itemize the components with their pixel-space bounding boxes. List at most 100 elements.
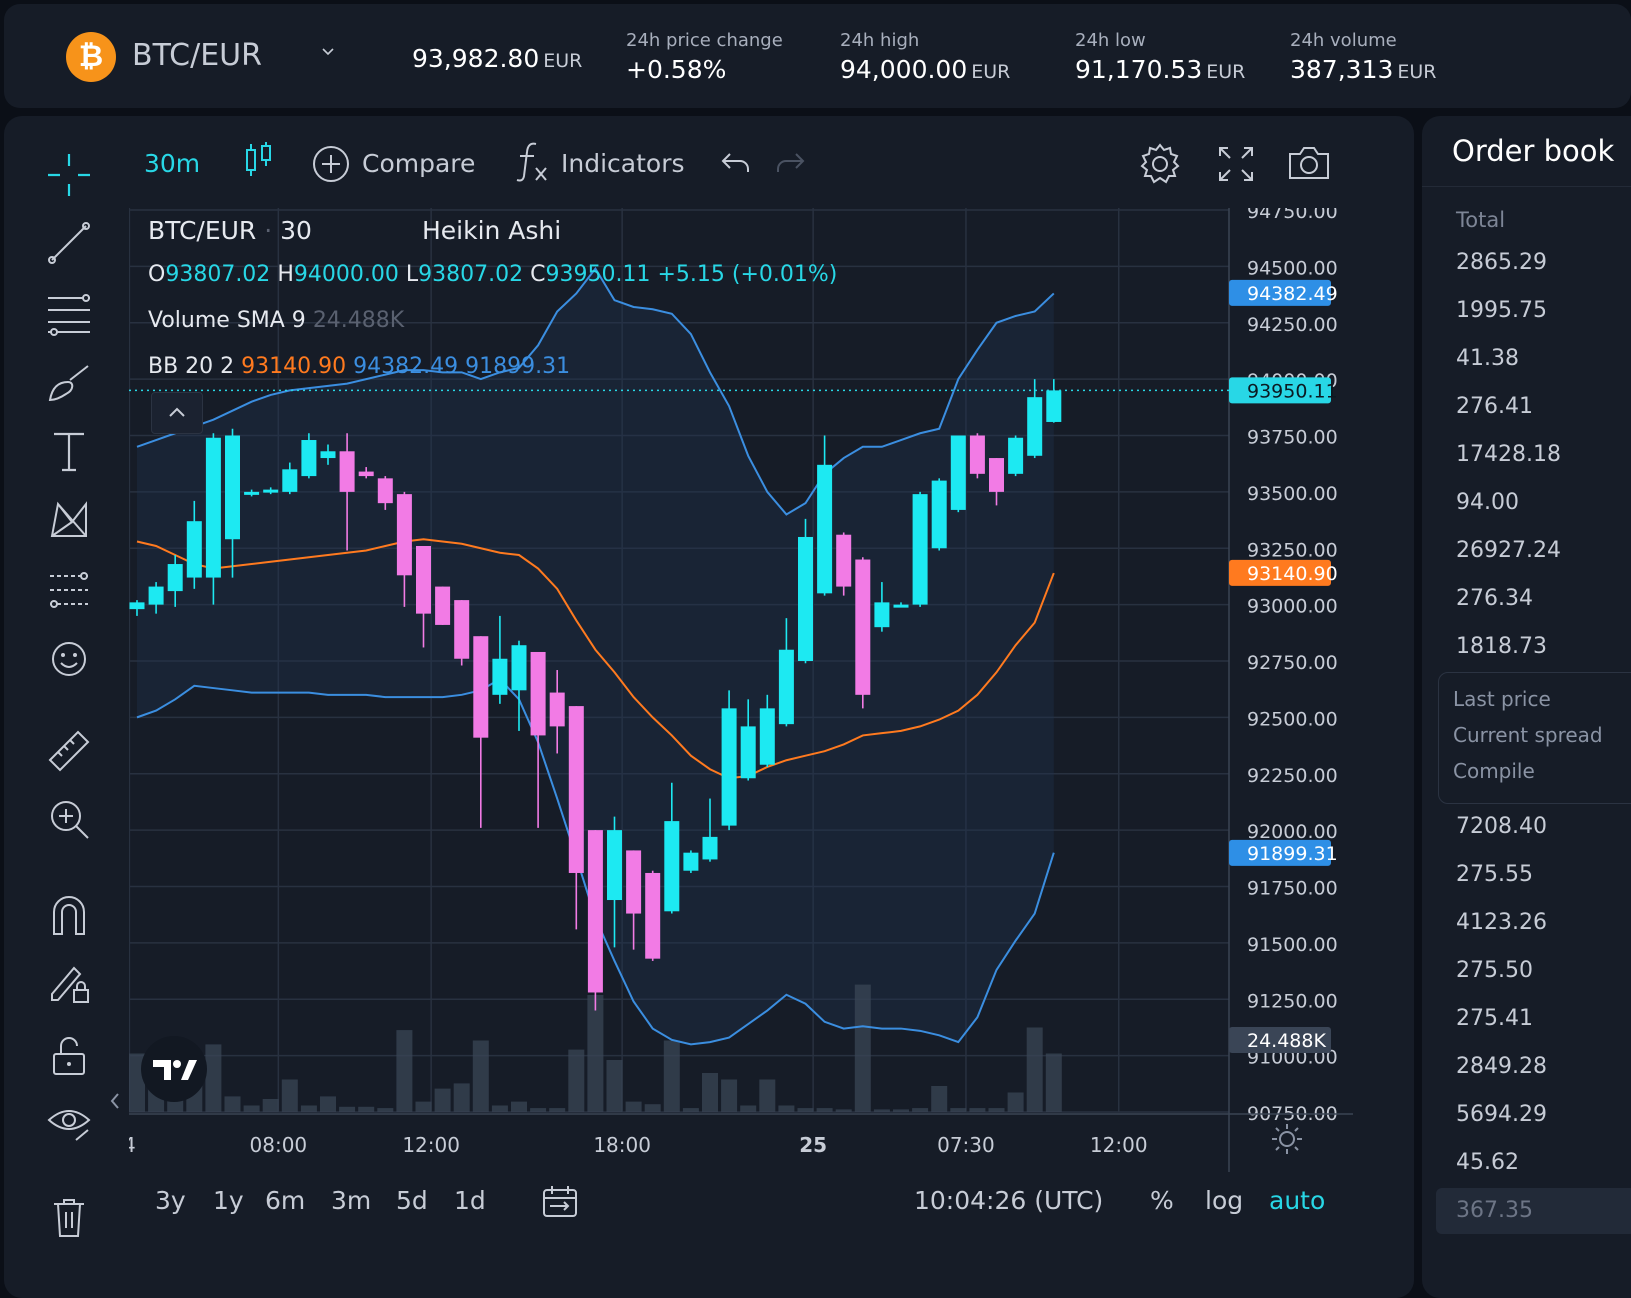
order-row[interactable]: 17428.18 [1456, 442, 1561, 467]
range-3y[interactable]: 3y [155, 1186, 186, 1215]
candle-body [282, 469, 298, 492]
trash-icon[interactable] [46, 1194, 92, 1240]
auto-scale-toggle[interactable]: auto [1269, 1186, 1326, 1215]
order-row[interactable]: 275.41 [1456, 1006, 1533, 1031]
candle-body [1027, 397, 1043, 456]
compare-button[interactable]: Compare [362, 149, 476, 178]
text-tool-icon[interactable] [46, 428, 92, 474]
legend-bb-mid: 93140.90 [241, 354, 347, 379]
lock-drawing-icon[interactable] [46, 960, 92, 1006]
add-compare-icon[interactable] [311, 144, 351, 184]
candle-body [893, 604, 909, 608]
indicators-button[interactable]: Indicators [561, 149, 685, 178]
volume-bar [434, 1088, 451, 1112]
zoom-in-icon[interactable] [46, 796, 92, 842]
projection-icon[interactable] [46, 566, 92, 612]
settings-gear-icon[interactable] [1138, 142, 1182, 186]
range-3m[interactable]: 3m [331, 1186, 372, 1215]
price-label-tag [1229, 377, 1331, 404]
order-row[interactable]: 5694.29 [1456, 1102, 1547, 1127]
percent-scale-toggle[interactable]: % [1150, 1186, 1174, 1215]
price-chart[interactable]: 94750.00 94500.00 94250.00 94000.00 93750.00… [129, 208, 1353, 1278]
fullscreen-icon[interactable] [1216, 144, 1256, 184]
order-row[interactable]: 94.00 [1456, 490, 1519, 515]
tradingview-logo[interactable] [141, 1036, 207, 1102]
volume-bar [511, 1101, 527, 1112]
price-label-tag [1229, 839, 1331, 866]
order-row[interactable]: 275.50 [1456, 958, 1533, 983]
candle-body [778, 649, 794, 725]
pattern-icon[interactable] [46, 496, 92, 542]
chevron-left-icon[interactable] [108, 1090, 122, 1112]
brush-icon[interactable] [46, 360, 92, 406]
function-icon[interactable] [514, 140, 550, 184]
pair-selector[interactable]: BTC/EUR [132, 38, 262, 73]
candles-style-icon[interactable] [242, 140, 276, 178]
order-row[interactable]: 1818.73 [1456, 634, 1547, 659]
order-row[interactable]: 276.34 [1456, 586, 1533, 611]
tradingview-logo-icon [153, 1060, 197, 1080]
legend-symbol: BTC/EUR [148, 216, 257, 245]
candle-body [396, 494, 412, 576]
stat-label: 24h price change [626, 30, 783, 51]
stat-24h-low: 24h low 91,170.53 EUR [1075, 30, 1245, 84]
legend-volume-value: 24.488K [312, 308, 405, 333]
x-tick-label: 07:30 [937, 1133, 995, 1157]
order-row[interactable]: 275.55 [1456, 862, 1533, 887]
stat-unit: EUR [1206, 61, 1246, 83]
range-6m[interactable]: 6m [265, 1186, 306, 1215]
order-row[interactable]: 41.38 [1456, 346, 1519, 371]
legend-volume-label: Volume SMA 9 [148, 308, 306, 333]
candle-body [511, 645, 527, 691]
candle-body [607, 830, 622, 901]
price-label-text: 24.488K [1247, 1030, 1326, 1052]
order-row[interactable]: 7208.40 [1456, 814, 1547, 839]
order-row[interactable]: 2865.29 [1456, 250, 1547, 275]
volume-bar [205, 1044, 222, 1112]
y-tick-label: 92250.00 [1247, 765, 1338, 787]
fib-retracement-icon[interactable] [46, 290, 92, 336]
range-1d[interactable]: 1d [454, 1186, 486, 1215]
range-5d[interactable]: 5d [396, 1186, 428, 1215]
redo-icon[interactable] [774, 150, 806, 178]
volume-bar [835, 1109, 852, 1112]
order-row[interactable]: 1995.75 [1456, 298, 1547, 323]
stat-value-number: 387,313 [1290, 55, 1394, 84]
clock-utc[interactable]: 10:04:26 (UTC) [914, 1186, 1104, 1215]
order-row[interactable]: 26927.24 [1456, 538, 1561, 563]
order-row[interactable]: 276.41 [1456, 394, 1533, 419]
log-scale-toggle[interactable]: log [1205, 1186, 1244, 1215]
timeframe-button[interactable]: 30m [144, 149, 201, 178]
volume-bar [415, 1101, 432, 1112]
bollinger-basis-line [136, 538, 1055, 780]
volume-bar [797, 1108, 814, 1112]
candle-body [626, 850, 642, 914]
trend-line-icon[interactable] [46, 220, 92, 266]
candle-body [798, 536, 813, 661]
volume-bar [988, 1108, 1005, 1112]
volume-bar [281, 1079, 298, 1112]
legend-h-value: 94000.00 [293, 262, 399, 287]
range-1y[interactable]: 1y [213, 1186, 244, 1215]
x-tick-label: 08:00 [250, 1133, 308, 1157]
unlock-icon[interactable] [46, 1032, 92, 1078]
order-row[interactable]: 45.62 [1456, 1150, 1519, 1175]
date-range-icon[interactable] [540, 1184, 580, 1220]
ruler-icon[interactable] [46, 728, 92, 774]
candle-body [683, 852, 699, 871]
collapse-legend-button[interactable] [151, 392, 203, 434]
legend-ohlc: O93807.02 H94000.00 L93807.02 C93950.11 … [148, 262, 837, 287]
visibility-icon[interactable] [46, 1100, 92, 1146]
legend-c-label: C [530, 262, 546, 287]
crosshair-icon[interactable] [46, 152, 92, 198]
legend-interval: 30 [280, 216, 312, 245]
emoji-icon[interactable] [46, 636, 92, 682]
chevron-down-icon[interactable] [322, 46, 334, 58]
order-row[interactable]: 2849.28 [1456, 1054, 1547, 1079]
order-row[interactable]: 4123.26 [1456, 910, 1547, 935]
order-row[interactable]: 367.35 [1456, 1198, 1533, 1223]
magnet-icon[interactable] [46, 892, 92, 938]
camera-icon[interactable] [1287, 144, 1331, 182]
time-axis-settings-icon[interactable] [1270, 1122, 1304, 1156]
undo-icon[interactable] [720, 150, 752, 178]
